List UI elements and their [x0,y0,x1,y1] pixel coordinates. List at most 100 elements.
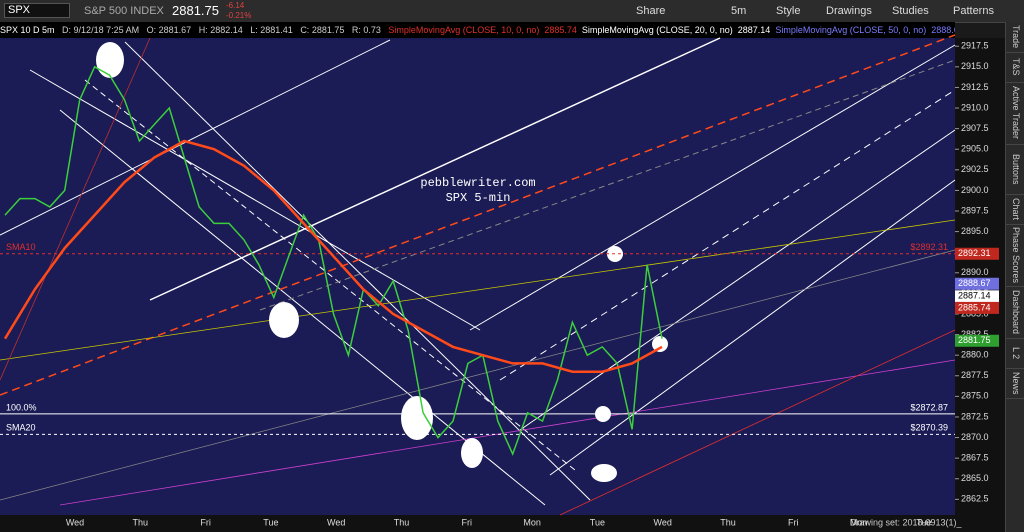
time-axis [0,515,955,532]
highlight [269,302,299,338]
trend-line [259,59,956,311]
x-tick-label: Mon [523,517,541,527]
level-name: SMA20 [6,423,36,433]
sidebar: Trade T&S Active Trader Buttons Chart Phase S… [1005,22,1024,532]
last-price: 2881.75 [172,3,219,18]
channel-line [124,41,591,501]
highlight [652,336,668,352]
y-tick-label: 2905.0 [961,144,989,154]
highlights [96,42,668,482]
y-tick-label: 2877.5 [961,370,989,380]
annotation: pebblewriter.com [420,176,535,190]
price-marker [955,334,999,347]
sidebar-tab[interactable]: Buttons [1006,144,1024,195]
annotation: SPX 5-min [446,191,511,205]
drawing-set: Drawing set: 2018-0913(1)_ [850,517,963,527]
drawings [0,34,956,516]
price-line [3,139,663,373]
sidebar-tab[interactable]: Dashboard [1006,286,1024,339]
highlight [401,396,433,440]
sidebar-tab[interactable]: News [1006,368,1024,399]
price-marker [955,301,999,314]
trend-line [0,39,391,236]
x-tick-label: Wed [327,517,345,527]
style-button[interactable]: Style [776,5,801,17]
trend-line [0,37,151,381]
close: C: 2881.75 [300,25,345,35]
sidebar-tab[interactable]: Chart [1006,194,1024,225]
open: O: 2881.67 [146,25,192,35]
level-label: $2892.31 [910,242,948,252]
y-tick-label: 2917.5 [961,41,989,51]
trend-line [559,329,956,516]
price-marker-label: 2892.31 [958,248,991,258]
range: R: 0.73 [351,25,381,35]
x-tick-label: Thu [133,517,149,527]
trend-line [149,37,721,301]
y-tick-label: 2880.0 [961,350,989,360]
channel-line [84,79,576,471]
y-tick-label: 2910.0 [961,102,989,112]
instrument: SPX 10 D 5m [0,25,55,35]
x-tick-label: Thu [394,517,410,527]
sidebar-tab[interactable]: Trade [1006,22,1024,53]
change-pct: -0.21% [226,11,252,20]
symbol-input[interactable]: SPX [4,3,70,18]
share-button[interactable]: Share [636,5,666,17]
low: L: 2881.41 [250,25,293,35]
x-tick-label: Fri [200,517,211,527]
price-marker-label: 2881.75 [958,335,991,345]
y-tick-label: 2870.0 [961,432,989,442]
study-value: 2887.14 [737,25,771,35]
y-tick-label: 2902.5 [961,164,989,174]
level-name: 100.0% [6,402,37,412]
sidebar-tab[interactable]: Active Trader [1006,82,1024,145]
highlight [461,438,483,468]
x-tick-label: Fri [788,517,799,527]
study-name: SimpleMovingAvg (CLOSE, 10, 0, no) [388,25,540,35]
toolbar: SPX S&P 500 INDEX 2881.75 -6.14 -0.21% S… [0,0,1024,23]
channel-line [499,89,956,381]
x-tick-label: Tue [263,517,278,527]
price-marker-label: 2885.74 [958,302,991,312]
y-tick-label: 2875.0 [961,391,989,401]
y-tick-label: 2912.5 [961,82,989,92]
price-marker-label: 2888.67 [958,278,991,288]
x-tick-label: Thu [720,517,736,527]
level-name: SMA10 [6,242,36,252]
price-marker-label: 2887.14 [958,291,991,301]
study-value: 2888.67 [931,25,955,35]
highlight [591,464,617,482]
trend-line [0,249,956,501]
trend-line [59,359,956,506]
y-tick-label: 2900.0 [961,185,989,195]
timeframe-button[interactable]: 5m [731,5,747,17]
sidebar-tab[interactable]: Phase Scores [1006,224,1024,287]
highlight [96,42,124,78]
x-tick-label: Fri [462,517,473,527]
trend-line [0,34,956,396]
symbol-description: S&P 500 INDEX [84,5,164,17]
change: -6.14 [226,1,245,10]
drawings-button[interactable]: Drawings [826,5,872,17]
patterns-button[interactable]: Patterns [953,5,994,17]
y-tick-label: 2882.5 [961,329,989,339]
bar-date: D: 9/12/18 7:25 AM [62,25,140,35]
plot-background [0,38,955,515]
y-tick-label: 2895.0 [961,226,989,236]
x-tick-label: Tue [916,517,931,527]
price-line [4,65,663,456]
channel-line [29,69,481,331]
price-marker [955,290,999,303]
y-tick-label: 2867.5 [961,453,989,463]
studies-button[interactable]: Studies [892,5,929,17]
y-tick-label: 2890.0 [961,267,989,277]
study-name: SimpleMovingAvg (CLOSE, 50, 0, no) [775,25,927,35]
y-tick-label: 2862.5 [961,494,989,504]
sidebar-tab[interactable]: L 2 [1006,338,1024,369]
channel-line [519,129,956,431]
sidebar-tab[interactable]: T&S [1006,52,1024,83]
level-label: $2870.39 [910,423,948,433]
